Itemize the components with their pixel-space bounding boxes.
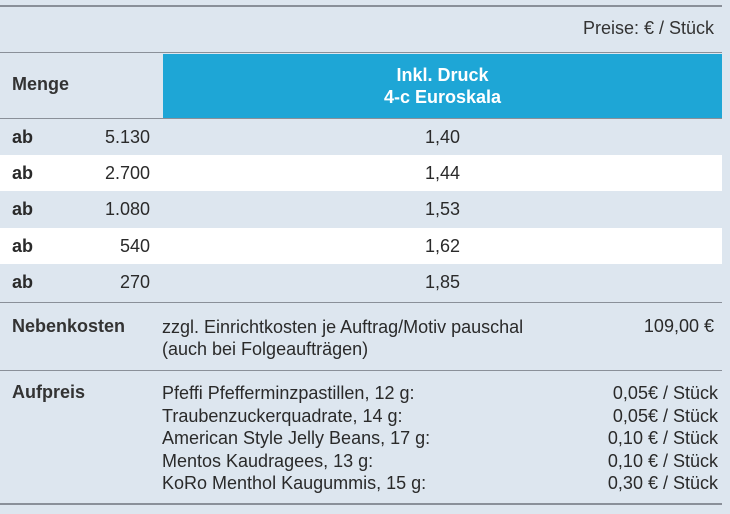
header-menge: Menge bbox=[12, 74, 70, 94]
nebenkosten-text-line1: zzgl. Einrichtkosten je Auftrag/Motiv pa… bbox=[162, 317, 524, 337]
table-row: ab 1.080 1,53 bbox=[0, 191, 722, 227]
row-label: ab bbox=[12, 272, 34, 292]
table-row: ab 270 1,85 bbox=[0, 264, 722, 300]
table-row: ab 5.130 1,40 bbox=[0, 119, 722, 155]
aufpreis-item-value: 0,30 € / Stück bbox=[607, 473, 718, 493]
header-top-rule bbox=[0, 52, 722, 53]
aufpreis-item-name: Pfeffi Pfefferminzpastillen, 12 g: bbox=[162, 383, 415, 403]
nebenkosten-amount: 109,00 € bbox=[643, 316, 714, 336]
top-rule bbox=[0, 5, 722, 7]
list-item: American Style Jelly Beans, 17 g: 0,10 €… bbox=[162, 427, 718, 450]
row-price: 1,62 bbox=[424, 236, 461, 256]
row-quantity: 540 bbox=[119, 236, 150, 256]
aufpreis-item-value: 0,05€ / Stück bbox=[612, 383, 718, 403]
aufpreis-item-name: Traubenzuckerquadrate, 14 g: bbox=[162, 405, 403, 426]
aufpreis-top-rule bbox=[0, 370, 722, 371]
row-quantity: 1.080 bbox=[104, 199, 150, 219]
aufpreis-item-name: KoRo Menthol Kaugummis, 15 g: bbox=[162, 473, 427, 493]
row-price: 1,44 bbox=[424, 163, 461, 183]
table-row: ab 2.700 1,44 bbox=[0, 155, 722, 191]
row-price: 1,40 bbox=[424, 127, 461, 147]
nebenkosten-label: Nebenkosten bbox=[12, 316, 126, 336]
row-label: ab bbox=[12, 236, 34, 256]
row-quantity: 270 bbox=[119, 272, 150, 292]
bottom-rule bbox=[0, 503, 722, 505]
price-unit-note: Preise: € / Stück bbox=[582, 18, 714, 38]
row-label: ab bbox=[12, 127, 34, 147]
nebenkosten-text-line2: (auch bei Folgeaufträgen) bbox=[162, 339, 369, 359]
row-price: 1,53 bbox=[424, 199, 461, 219]
aufpreis-item-value: 0,10 € / Stück bbox=[607, 428, 718, 448]
list-item: KoRo Menthol Kaugummis, 15 g: 0,30 € / S… bbox=[162, 472, 718, 495]
row-label: ab bbox=[12, 163, 34, 183]
table-row: ab 540 1,62 bbox=[0, 228, 722, 264]
aufpreis-item-name: Mentos Kaudragees, 13 g: bbox=[162, 450, 374, 471]
row-label: ab bbox=[12, 199, 34, 219]
nebenkosten-top-rule bbox=[0, 302, 722, 303]
header-bottom-rule bbox=[0, 118, 722, 119]
row-quantity: 5.130 bbox=[104, 127, 150, 147]
header-druck-line1: Inkl. Druck bbox=[396, 65, 489, 85]
row-price: 1,85 bbox=[424, 272, 461, 292]
aufpreis-item-name: American Style Jelly Beans, 17 g: bbox=[162, 428, 431, 448]
header-druck-line2: 4-c Euroskala bbox=[383, 87, 502, 107]
list-item: Traubenzuckerquadrate, 14 g: 0,05€ / Stü… bbox=[162, 405, 718, 428]
list-item: Mentos Kaudragees, 13 g: 0,10 € / Stück bbox=[162, 450, 718, 473]
row-quantity: 2.700 bbox=[104, 163, 150, 183]
aufpreis-list: Pfeffi Pfefferminzpastillen, 12 g: 0,05€… bbox=[162, 382, 718, 495]
aufpreis-item-value: 0,10 € / Stück bbox=[607, 450, 718, 471]
list-item: Pfeffi Pfefferminzpastillen, 12 g: 0,05€… bbox=[162, 382, 718, 405]
header-druck-cell: Inkl. Druck 4-c Euroskala bbox=[163, 54, 722, 118]
nebenkosten-text: zzgl. Einrichtkosten je Auftrag/Motiv pa… bbox=[162, 316, 523, 360]
aufpreis-item-value: 0,05€ / Stück bbox=[612, 405, 718, 426]
aufpreis-label: Aufpreis bbox=[12, 382, 86, 402]
